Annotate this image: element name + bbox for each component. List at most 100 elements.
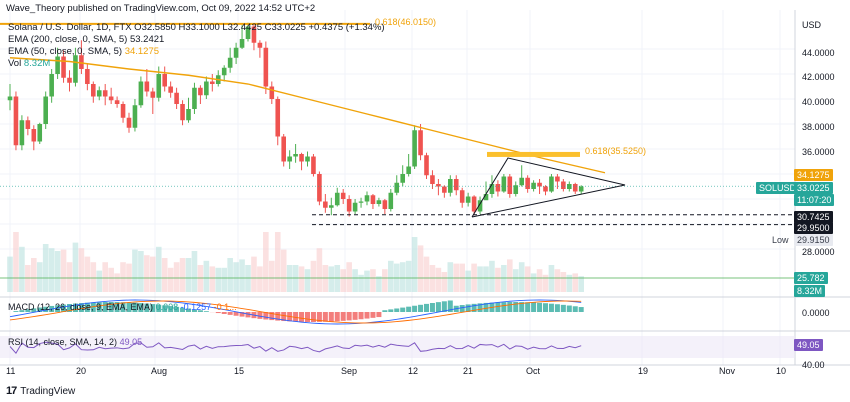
candle-body — [430, 175, 435, 184]
macd-histogram-bar — [560, 304, 566, 312]
macd-histogram-bar — [197, 310, 203, 312]
macd-histogram-bar — [233, 312, 239, 316]
candle-body — [138, 81, 144, 106]
macd-histogram-bar — [495, 302, 501, 312]
macd-histogram-bar — [263, 312, 269, 320]
macd-histogram-bar — [429, 303, 435, 312]
macd-histogram-bar — [78, 303, 84, 312]
macd-histogram-bar — [132, 302, 138, 312]
macd-histogram-bar — [108, 302, 114, 312]
ema200-value: 53.2421 — [129, 34, 165, 45]
candle-body — [424, 155, 429, 176]
macd-zero-tick: 0.0000 — [802, 308, 830, 318]
macd-histogram-bar — [507, 302, 513, 312]
macd-histogram-bar — [537, 302, 543, 312]
macd-signal-line — [9, 300, 582, 324]
macd-histogram-bar — [441, 301, 447, 312]
candle-body — [352, 202, 358, 212]
macd-histogram-bar — [162, 305, 168, 312]
candle-body — [120, 104, 126, 118]
candle-body — [192, 87, 197, 109]
candle-body — [7, 96, 13, 101]
candle-body — [323, 201, 328, 208]
candle-body — [281, 136, 286, 162]
brand-name: TradingView — [20, 385, 76, 397]
macd-histogram-bar — [554, 304, 560, 312]
candle-body — [251, 26, 257, 43]
volume-bar — [548, 265, 555, 292]
volume-bar — [572, 273, 579, 292]
volume-bar — [304, 269, 311, 292]
volume-bar — [161, 258, 168, 292]
candle-body — [358, 201, 364, 203]
date-tick: 10 — [776, 366, 787, 376]
volume-bar — [388, 260, 394, 292]
volume-bar — [399, 262, 406, 292]
candle-body — [263, 47, 269, 87]
macd-histogram-bar — [519, 302, 525, 312]
candle-body — [477, 200, 483, 212]
candle-body — [305, 156, 310, 162]
ema200-line: EMA (200, close, 0, SMA, 5) 53.2421 — [8, 34, 164, 45]
candle-body — [513, 185, 519, 194]
fib-mid-label: 0.618(35.5250) — [585, 146, 647, 156]
macd-histogram-bar — [322, 312, 328, 322]
volume-bar — [132, 249, 138, 292]
candle-body — [317, 174, 322, 202]
tradingview-logo-icon: 17 — [6, 385, 17, 397]
macd-histogram-bar — [203, 311, 209, 312]
macd-histogram-bar — [191, 309, 197, 312]
candle-body — [400, 174, 405, 183]
candle-body — [198, 87, 203, 96]
candle-body — [525, 177, 530, 189]
ema50-label: EMA (50, close, 0, SMA, 5) — [8, 46, 123, 57]
candle-body — [299, 154, 304, 162]
macd-histogram-bar — [424, 303, 429, 312]
tradingview-logo: 17 TradingView — [6, 385, 75, 397]
macd-histogram-bar — [418, 304, 424, 312]
candlestick-series — [7, 22, 584, 217]
macd-histogram-bar — [269, 312, 275, 321]
price-tick: 28.0000 — [802, 247, 835, 257]
macd-histogram-bar — [310, 312, 316, 322]
date-tick: 21 — [463, 366, 474, 376]
countdown-tag: 11:07:20 — [794, 194, 835, 206]
candle-body — [340, 192, 346, 199]
candle-body — [287, 156, 292, 162]
price-tick: 42.0000 — [802, 72, 835, 82]
volume-bar — [310, 260, 317, 292]
candle-body — [91, 84, 96, 97]
volume-bar — [96, 270, 103, 292]
candle-body — [489, 184, 495, 194]
candle-body — [37, 124, 43, 142]
macd-histogram-bar — [376, 312, 382, 318]
rsi-label: RSI (14, close, SMA, 14, 2) 49.05 — [8, 337, 142, 347]
volume-bar — [36, 262, 43, 292]
volume-bar — [203, 260, 210, 292]
volume-bar — [13, 232, 19, 292]
candle-body — [334, 192, 340, 206]
ema50-value: 34.1275 — [124, 46, 160, 57]
volume-bar — [102, 262, 108, 292]
candle-body — [394, 182, 400, 193]
volume-bar — [54, 251, 61, 292]
volume-bar — [477, 266, 483, 292]
candle-body — [49, 74, 54, 97]
volume-bar — [197, 265, 204, 292]
volume-bar — [257, 266, 263, 292]
macd-histogram-bar — [483, 302, 489, 312]
volume-bar — [239, 259, 245, 292]
candle-body — [329, 205, 334, 208]
macd-histogram-bar — [501, 302, 507, 312]
macd-histogram-bar — [138, 303, 144, 312]
candle-body — [85, 69, 90, 84]
candle-body — [210, 81, 215, 84]
volume-bar — [566, 274, 573, 292]
macd-title: MACD (12, 26, close, 9, EMA, EMA) — [8, 302, 154, 312]
volume-bar — [60, 249, 67, 292]
volume-bar — [179, 258, 186, 292]
candle-body — [436, 184, 441, 187]
date-tick: Aug — [151, 366, 168, 376]
volume-bar — [340, 269, 346, 292]
